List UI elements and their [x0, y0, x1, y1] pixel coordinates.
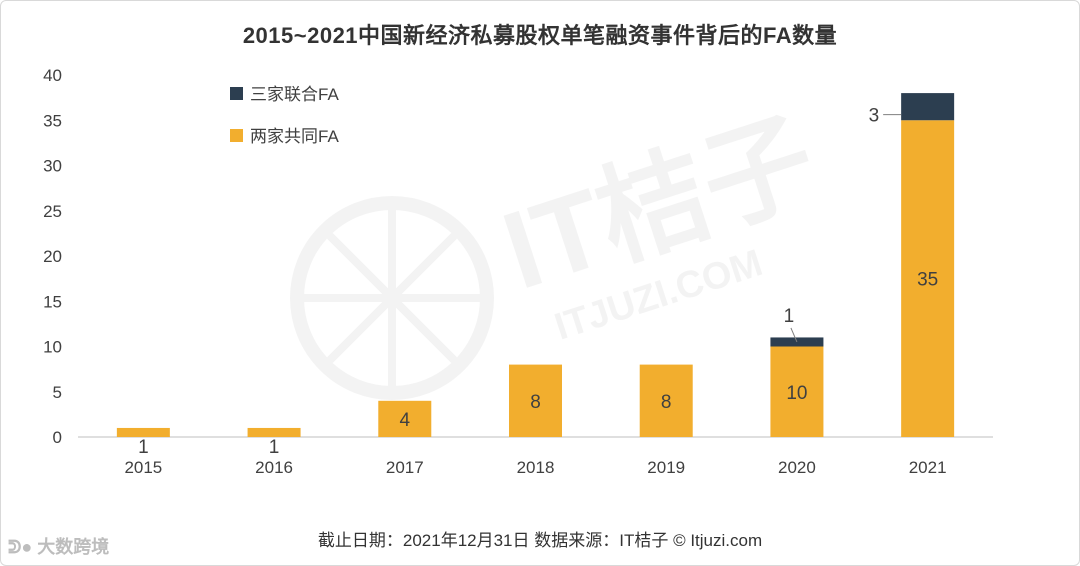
x-tick-label: 2019: [647, 458, 685, 477]
data-label: 35: [917, 270, 938, 291]
x-tick-label: 2021: [909, 458, 947, 477]
legend-swatch: [230, 129, 243, 142]
source-note: 截止日期：2021年12月31日 数据来源：IT桔子 © Itjuzi.com: [317, 531, 763, 550]
y-tick-label: 5: [53, 383, 62, 402]
bar-two-fa: [639, 364, 693, 437]
watermark-orange-icon: [290, 196, 494, 400]
y-tick-label: 25: [43, 202, 62, 221]
data-label: 1: [269, 437, 280, 458]
legend-label: 三家联合FA: [250, 85, 339, 104]
bar-two-fa: [770, 346, 824, 437]
data-label: 1: [138, 437, 149, 458]
y-tick-label: 20: [43, 247, 62, 266]
x-tick-label: 2017: [386, 458, 424, 477]
chart-title: 2015~2021中国新经济私募股权单笔融资事件背后的FA数量: [242, 23, 838, 48]
legend-swatch: [230, 87, 243, 100]
data-label: 4: [399, 410, 410, 431]
bar-two-fa: [901, 120, 955, 437]
x-tick-label: 2016: [255, 458, 293, 477]
axes: 0 5 10 15 20 25 30 35 40 2015 2016 2017 2018 2019 2020…: [43, 66, 993, 477]
data-label: 8: [530, 392, 541, 413]
y-tick-label: 15: [43, 292, 62, 311]
legend: 三家联合FA 两家共同FA: [230, 85, 339, 146]
corner-watermark-icon: ᕲ●: [8, 537, 38, 557]
bar-three-fa: [901, 93, 955, 121]
bar-two-fa: [509, 364, 562, 437]
data-label: 10: [786, 383, 807, 404]
data-label: 1: [784, 306, 795, 327]
y-tick-label: 0: [53, 428, 62, 447]
bar-two-fa: [116, 427, 170, 437]
corner-watermark: ᕲ● 大数跨境: [8, 533, 109, 559]
x-tick-label: 2018: [517, 458, 555, 477]
data-label: 8: [661, 392, 672, 413]
x-tick-label: 2015: [124, 458, 162, 477]
corner-watermark-text: 大数跨境: [37, 537, 110, 557]
bar-two-fa: [378, 400, 432, 437]
y-tick-label: 40: [43, 66, 62, 85]
bar-two-fa: [247, 427, 301, 437]
y-tick-label: 35: [43, 111, 62, 130]
x-tick-label: 2020: [778, 458, 816, 477]
y-tick-label: 30: [43, 157, 62, 176]
data-label: 3: [869, 106, 880, 127]
leader-line: [790, 327, 798, 343]
y-tick-label: 10: [43, 338, 62, 357]
legend-label: 两家共同FA: [250, 127, 339, 146]
watermark: IT桔子 ITJUZI.COM: [290, 98, 830, 400]
bars: 1 1 4 8 8 10 1 35 3: [116, 93, 955, 458]
